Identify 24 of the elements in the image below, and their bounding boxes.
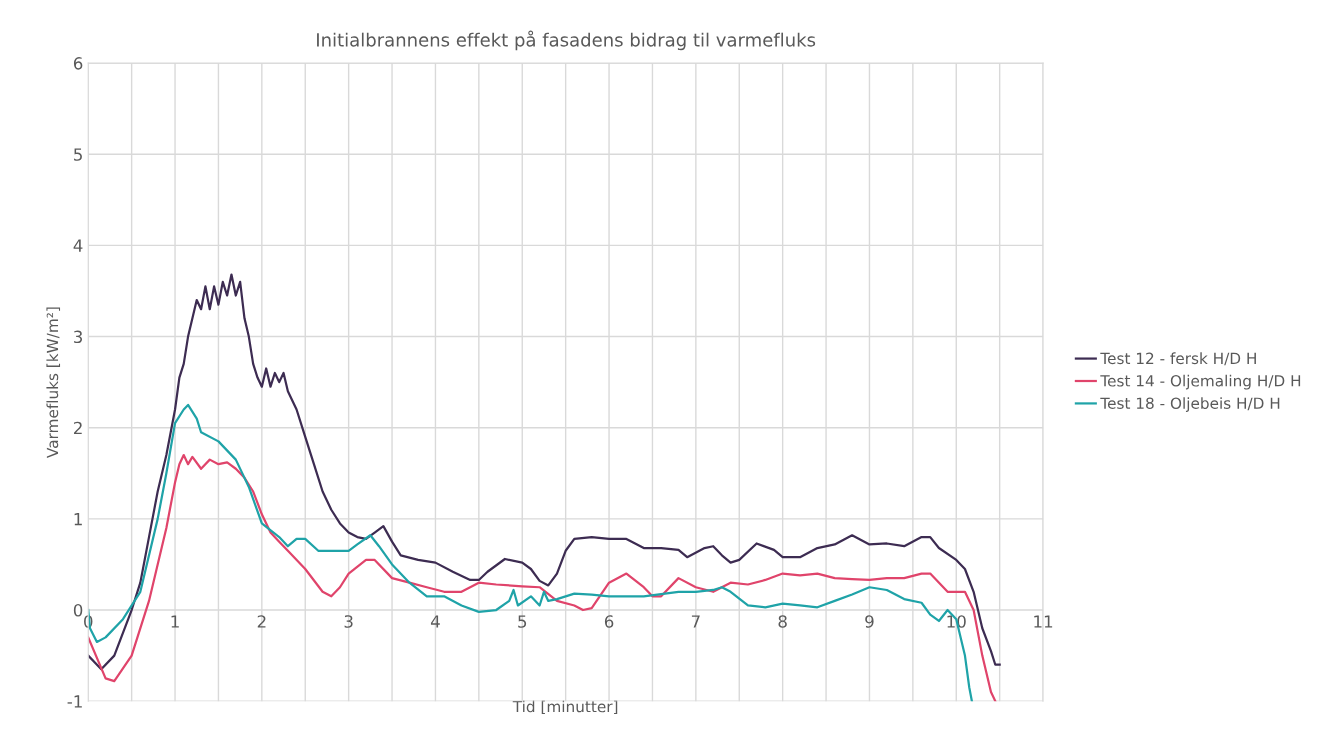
x-tick-label: 5	[518, 615, 527, 628]
y-tick-label: -1	[67, 695, 82, 708]
x-axis-title: Tid [minutter]	[512, 700, 618, 715]
x-tick-label: 6	[604, 615, 614, 628]
x-tick-label: 8	[778, 615, 787, 628]
legend-label: Test 12 - fersk H/D H	[1100, 352, 1256, 366]
y-tick-label: 2	[74, 421, 82, 435]
y-tick-label: 0	[73, 603, 83, 617]
y-tick-label: 5	[74, 148, 82, 161]
legend-label: Test 14 - Oljemaling H/D H	[1100, 374, 1301, 390]
y-tick-label: 4	[73, 239, 83, 252]
y-tick-label: 6	[73, 57, 83, 70]
y-axis-title: Varmefluks [kW/m²]	[46, 307, 61, 458]
x-tick-label: 11	[1034, 615, 1053, 628]
x-tick-label: 4	[430, 615, 440, 628]
x-tick-label: 1	[171, 615, 179, 628]
x-tick-label: 7	[691, 615, 700, 628]
chart-title: Initialbrannens effekt på fasadens bidrag til varmefluks	[317, 30, 816, 51]
x-tick-label: 2	[257, 615, 266, 628]
x-tick-label: 3	[344, 615, 353, 628]
legend-label: Test 18 - Oljebeis H/D H	[1100, 397, 1280, 412]
y-tick-label: 3	[74, 330, 83, 344]
x-tick-label: 9	[865, 615, 874, 628]
y-tick-label: 1	[74, 513, 82, 526]
